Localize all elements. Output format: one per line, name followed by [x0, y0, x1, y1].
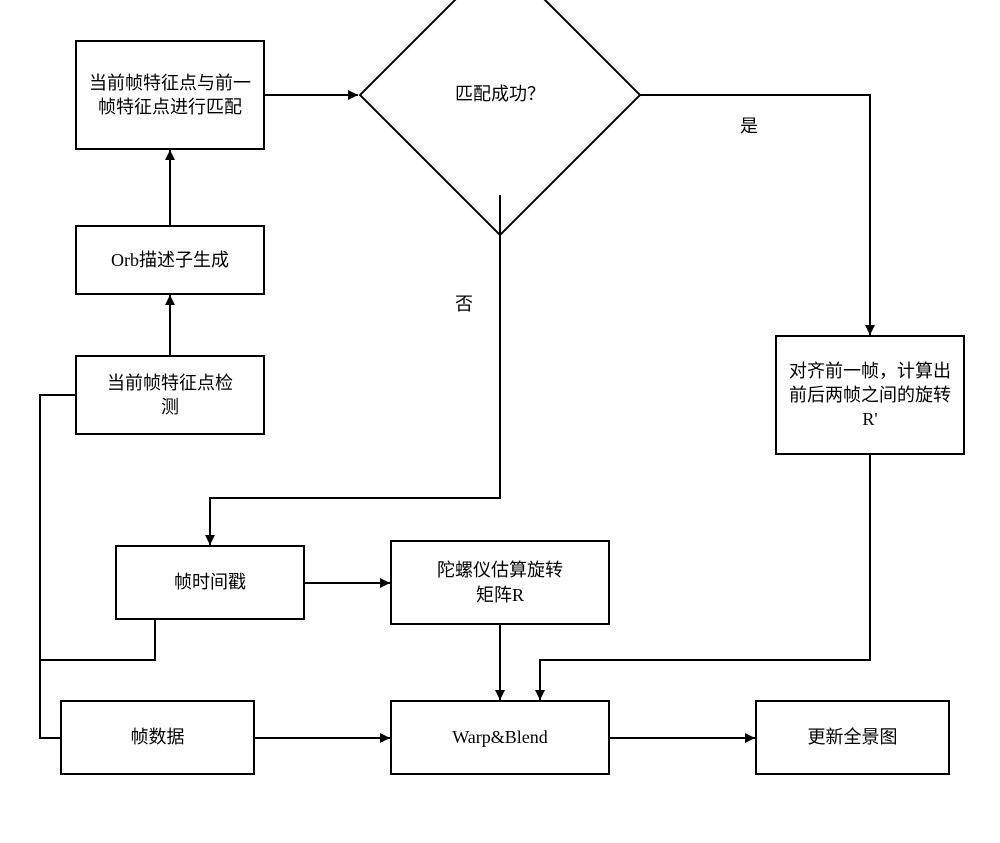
edge-label-yes: 是: [740, 112, 758, 138]
node-align-prev: 对齐前一帧，计算出前后两帧之间的旋转R': [775, 335, 965, 455]
node-label: 匹配成功？: [455, 83, 545, 106]
node-warp-blend: Warp&Blend: [390, 700, 610, 775]
node-frame-data: 帧数据: [60, 700, 255, 775]
node-label: 对齐前一帧，计算出前后两帧之间的旋转R': [783, 359, 957, 432]
node-label: 陀螺仪估算旋转 矩阵R: [437, 558, 563, 607]
node-label: 当前帧特征点检 测: [107, 371, 233, 420]
node-orb-gen: Orb描述子生成: [75, 225, 265, 295]
node-label: Orb描述子生成: [111, 248, 229, 272]
node-label: 帧时间戳: [174, 570, 246, 594]
node-label: Warp&Blend: [452, 725, 548, 749]
flowchart-canvas: 当前帧特征点与前一帧特征点进行匹配 Orb描述子生成 当前帧特征点检 测 对齐前…: [0, 0, 1000, 843]
node-feat-detect: 当前帧特征点检 测: [75, 355, 265, 435]
edge-label-no: 否: [455, 290, 473, 316]
node-match-prev: 当前帧特征点与前一帧特征点进行匹配: [75, 40, 265, 150]
node-label: 更新全景图: [808, 725, 898, 749]
node-label: 帧数据: [131, 725, 185, 749]
node-timestamp: 帧时间戳: [115, 545, 305, 620]
node-update-pano: 更新全景图: [755, 700, 950, 775]
node-decision: 匹配成功？: [400, 0, 600, 195]
node-gyro: 陀螺仪估算旋转 矩阵R: [390, 540, 610, 625]
node-label: 当前帧特征点与前一帧特征点进行匹配: [83, 71, 257, 120]
